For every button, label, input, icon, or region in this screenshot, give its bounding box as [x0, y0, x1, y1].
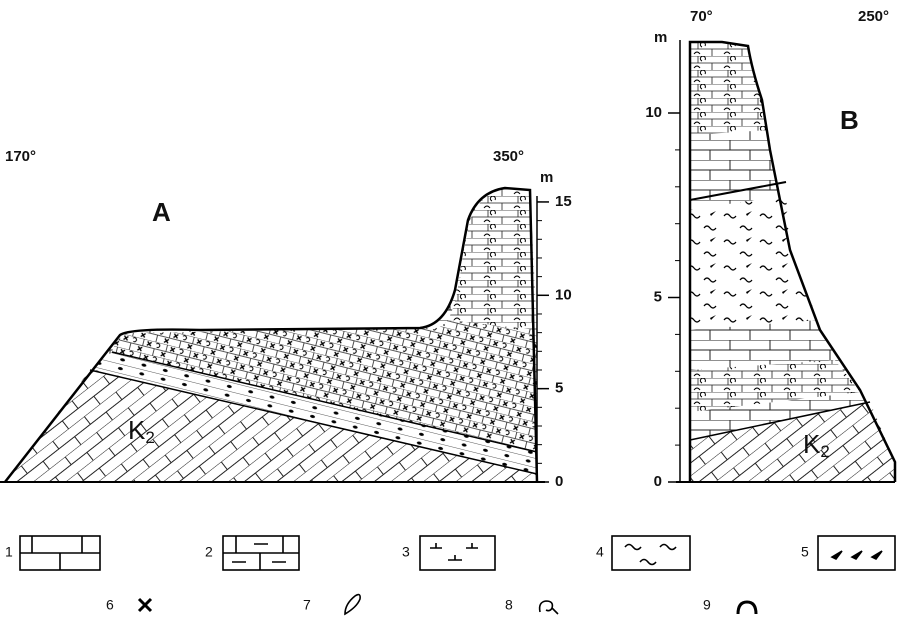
bedrock-subscript: 2: [145, 428, 154, 447]
tick-label: 10: [555, 286, 572, 303]
legend-symbol: [538, 600, 559, 615]
bedrock-a: [5, 370, 537, 482]
bedrock-symbol: K: [803, 429, 821, 459]
legend-symbol: [344, 593, 361, 616]
legend-number: 4: [596, 544, 604, 560]
bearing: 350°: [493, 148, 524, 165]
legend-number: 3: [402, 544, 410, 560]
legend-number: 5: [801, 544, 809, 560]
contact-b: [689, 401, 871, 441]
tick-label: 5: [654, 288, 662, 305]
bedrock-label: K2: [128, 415, 155, 448]
lower-beds: [690, 360, 860, 412]
legend-number: 7: [303, 597, 311, 613]
bearing: 70°: [690, 8, 713, 25]
legend-swatch: [624, 543, 677, 566]
legend-swatch: [817, 535, 896, 571]
top-beds: [690, 42, 768, 135]
bearing: 250°: [858, 8, 889, 25]
tilde-beds: [690, 195, 818, 330]
legend-number: 8: [505, 597, 513, 613]
contact-a2: [111, 351, 538, 453]
legend-swatch: [419, 535, 496, 571]
cross-beds: [112, 320, 537, 452]
bedrock-label: K2: [803, 429, 830, 462]
outline-a: [4, 186, 539, 483]
legend-symbol: [137, 597, 153, 613]
bedrock-subscript: 2: [820, 442, 829, 461]
cliff-beds: [448, 188, 537, 330]
section-label: A: [152, 197, 171, 227]
contact-a: [89, 369, 538, 475]
tick-label: 10: [645, 104, 662, 121]
legend: [19, 535, 896, 616]
legend-number: 9: [703, 597, 711, 613]
section-label: B: [840, 105, 859, 135]
dot-bed: [90, 352, 537, 474]
tick-label: 0: [555, 473, 563, 490]
legend-number: 6: [106, 597, 114, 613]
legend-symbol: [736, 600, 758, 615]
outline-b: [688, 40, 897, 482]
legend-swatch: [830, 550, 883, 561]
legend-swatch: [430, 543, 478, 561]
bedrock-b: [690, 402, 895, 482]
unit: m: [654, 29, 667, 46]
tick-label: 0: [654, 473, 662, 490]
legend-number: 2: [205, 544, 213, 560]
legend-number: 1: [5, 544, 13, 560]
contact-b2: [689, 181, 787, 201]
tick-label: 5: [555, 380, 563, 397]
legend-numbers: 1 2 3 4 5 6 7 8 9: [5, 544, 809, 613]
tick-label: 15: [555, 193, 572, 210]
section-a: 170° 350° m A K2: [0, 148, 553, 483]
legend-swatch: [20, 536, 100, 570]
section-b: 70° 250° m B K2: [654, 8, 897, 483]
unit: m: [540, 169, 553, 186]
bedrock-symbol: K: [128, 415, 146, 445]
legend-swatch: [223, 536, 299, 570]
bearing: 170°: [5, 148, 36, 165]
